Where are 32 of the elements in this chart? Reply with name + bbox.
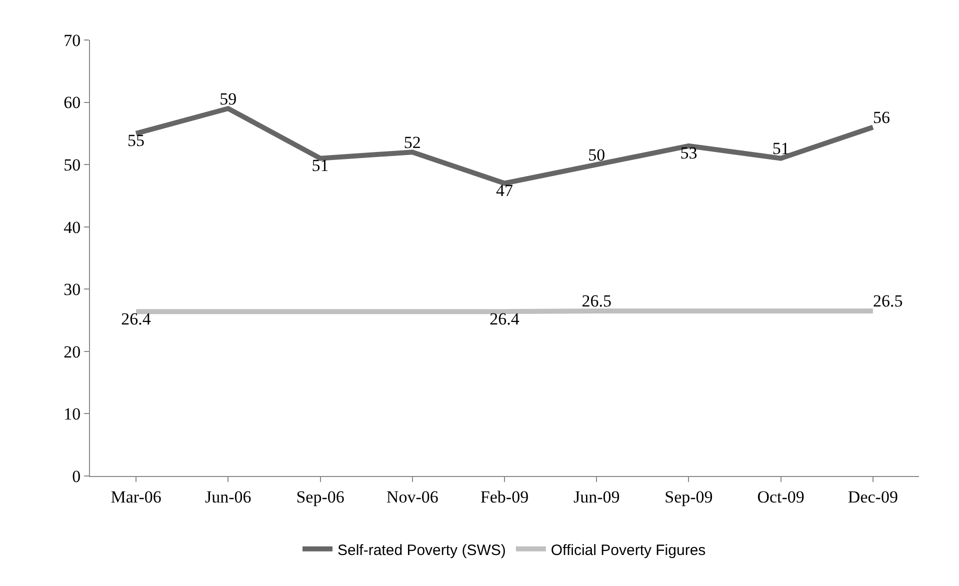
- y-tick-label: 20: [64, 342, 81, 362]
- y-tick-label: 40: [64, 218, 81, 237]
- y-tick-label: 10: [64, 404, 81, 424]
- data-label: 26.4: [490, 309, 520, 328]
- data-label: 52: [404, 132, 421, 152]
- x-tick-label: Mar-06: [110, 487, 162, 506]
- y-tick-label: 0: [72, 466, 81, 486]
- x-tick-label: Nov-06: [386, 487, 438, 506]
- y-tick-label: 60: [64, 93, 81, 112]
- legend-label: Self-rated Poverty (SWS): [338, 542, 506, 559]
- x-tick-label: Sep-06: [296, 487, 344, 506]
- x-tick-label: Jun-09: [573, 487, 620, 506]
- data-label: 51: [772, 139, 790, 158]
- x-tick-label: Jun-06: [205, 487, 252, 506]
- data-label: 55: [128, 131, 145, 150]
- data-label: 26.4: [121, 309, 152, 328]
- x-tick-label: Dec-09: [848, 487, 898, 506]
- data-label: 26.5: [582, 292, 612, 311]
- data-label: 51: [312, 156, 329, 176]
- data-label: 47: [496, 181, 514, 200]
- data-label: 50: [588, 145, 606, 164]
- legend-label: Official Poverty Figures: [550, 542, 706, 559]
- y-tick-label: 70: [64, 30, 81, 50]
- x-tick-label: Oct-09: [757, 487, 804, 506]
- data-label: 59: [220, 89, 237, 108]
- x-tick-label: Feb-09: [480, 487, 529, 506]
- x-tick-label: Sep-09: [664, 487, 713, 506]
- data-label: 53: [680, 144, 698, 163]
- data-label: 56: [872, 108, 890, 127]
- y-tick-label: 50: [64, 156, 81, 175]
- y-tick-label: 30: [64, 280, 81, 300]
- data-label: 26.5: [872, 292, 903, 311]
